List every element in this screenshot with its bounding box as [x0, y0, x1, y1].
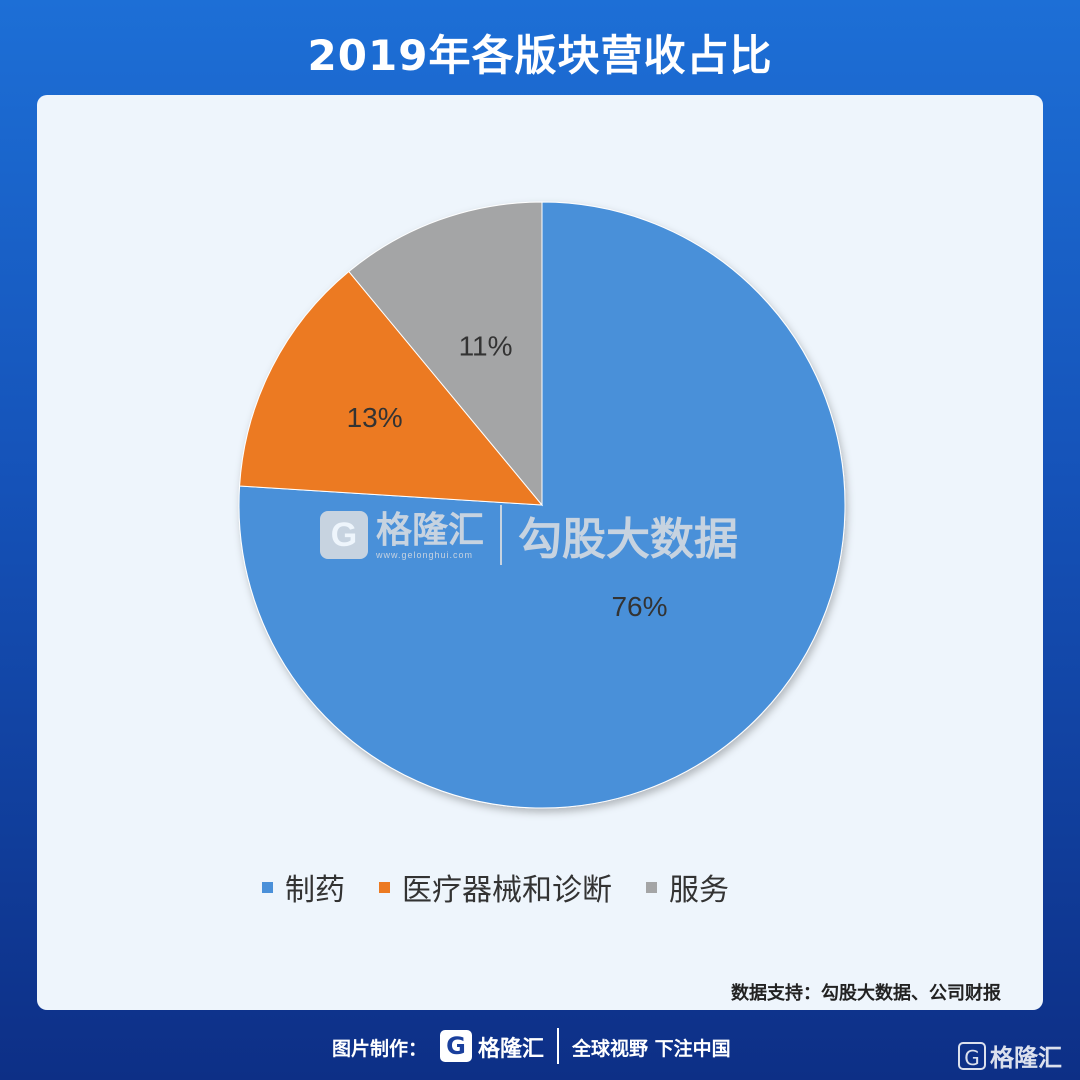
- source-note: 数据支持：勾股大数据、公司财报: [731, 983, 1001, 1004]
- legend: 制药 医疗器械和诊断 服务: [262, 865, 763, 909]
- legend-item-services: 服务: [646, 865, 729, 909]
- legend-swatch-services: [646, 881, 657, 893]
- slice-label-pharma: 76%: [611, 591, 667, 622]
- corner-brand: 格隆汇: [990, 1044, 1062, 1072]
- legend-swatch-devices: [379, 881, 390, 893]
- watermark-sub: 勾股大数据: [518, 515, 739, 564]
- legend-label-pharma: 制药: [285, 873, 345, 908]
- legend-label-services: 服务: [669, 873, 729, 908]
- watermark-divider: [500, 505, 503, 565]
- watermark-logo-icon: G: [320, 511, 368, 559]
- watermark-url: www.gelonghui.com: [376, 550, 474, 560]
- legend-label-devices: 医疗器械和诊断: [402, 873, 612, 908]
- slice-label-services: 11%: [459, 331, 513, 362]
- footer-logo-icon: G: [440, 1030, 472, 1062]
- watermark-brand: 格隆汇: [376, 509, 485, 550]
- pie-chart: 76% 13% 11%: [238, 201, 846, 809]
- legend-swatch-pharma: [262, 881, 273, 893]
- footer-brand: 格隆汇: [478, 1037, 545, 1062]
- footer-slogan: 全球视野 下注中国: [572, 1037, 731, 1060]
- corner-watermark: G 格隆汇: [958, 1038, 1062, 1073]
- slice-label-devices: 13%: [347, 402, 403, 433]
- watermark: G 格隆汇 www.gelonghui.com 勾股大数据: [320, 500, 738, 570]
- footer: 图片制作： G 格隆汇 全球视野 下注中国: [0, 1022, 1080, 1072]
- chart-card: 76% 13% 11% G 格隆汇 www.gelonghui.com 勾股大数据 …: [37, 95, 1043, 1010]
- corner-logo-icon: G: [958, 1041, 986, 1070]
- slice-services: [348, 201, 543, 507]
- slice-devices: [239, 270, 544, 506]
- legend-item-pharma: 制药: [262, 865, 345, 909]
- footer-made-by: 图片制作：: [332, 1037, 428, 1060]
- footer-divider: [557, 1028, 559, 1064]
- page-title: 2019年各版块营收占比: [307, 31, 773, 80]
- legend-item-devices: 医疗器械和诊断: [379, 865, 612, 909]
